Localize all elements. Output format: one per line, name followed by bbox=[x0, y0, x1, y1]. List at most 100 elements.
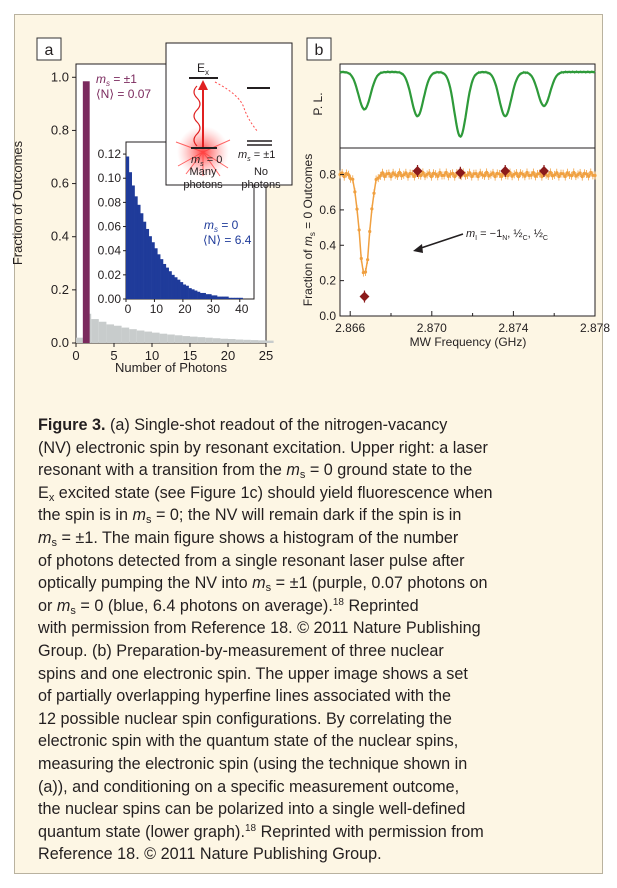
gray-bar bbox=[136, 330, 145, 343]
caption-line-18: the nuclear spins can be polarized into … bbox=[38, 800, 466, 819]
ms0-bar bbox=[197, 291, 201, 299]
ms0-bar bbox=[214, 295, 218, 299]
ms0-bar bbox=[154, 248, 158, 299]
caption-line-8b: = ±1 (purple, 0.07 photons on bbox=[271, 574, 488, 593]
ms0-bar bbox=[208, 294, 212, 299]
orange-point bbox=[563, 174, 567, 179]
orange-point bbox=[468, 171, 472, 175]
y-tick-label: 0.4 bbox=[51, 229, 69, 244]
caption-line-13: of partially overlapping hyperfine lines… bbox=[38, 687, 452, 706]
panel-b-upper-chart bbox=[339, 63, 596, 149]
caption-line-6b: = ±1. The main figure shows a histogram … bbox=[56, 528, 459, 547]
orange-point bbox=[410, 172, 414, 176]
y-tick-label: 0.2 bbox=[51, 282, 69, 297]
dark-red-point bbox=[539, 166, 549, 176]
orange-point bbox=[406, 174, 410, 179]
caption-s: s bbox=[299, 469, 306, 482]
ms0-bar bbox=[134, 196, 138, 299]
ms0-bar bbox=[222, 296, 226, 299]
gray-bar bbox=[106, 324, 114, 343]
dark-red-point bbox=[455, 167, 466, 178]
ms0-bar bbox=[128, 172, 132, 299]
y-tick-label: 0.0 bbox=[51, 335, 69, 350]
orange-point bbox=[421, 170, 425, 175]
ms0-bar bbox=[219, 296, 224, 299]
caption-line-1: (a) Single-shot readout of the nitrogen-… bbox=[109, 416, 448, 434]
burst-rays bbox=[175, 139, 231, 177]
gray-bar bbox=[91, 319, 99, 343]
inset-y-tick-label: 0.02 bbox=[98, 268, 122, 282]
orange-point bbox=[438, 170, 442, 175]
orange-point bbox=[580, 175, 584, 179]
ms0-bar bbox=[236, 297, 241, 299]
orange-point bbox=[404, 171, 408, 175]
level-schematic: Ex ms = 0 ms = ±1 Many photons No photon… bbox=[165, 42, 293, 191]
pb-annotation: mI = −1N, ½C, ½C bbox=[466, 228, 548, 242]
orange-point bbox=[436, 174, 440, 178]
orange-point bbox=[429, 175, 433, 179]
x-tick-label: 25 bbox=[259, 348, 273, 363]
ms0-bar bbox=[151, 242, 155, 299]
orange-point bbox=[397, 170, 402, 175]
pb-x-tick-label: 2.878 bbox=[580, 321, 610, 335]
inset-y-tick-label: 0.00 bbox=[98, 292, 122, 306]
orange-point bbox=[506, 173, 510, 178]
orange-point bbox=[533, 174, 538, 179]
dark-red-point bbox=[359, 291, 370, 302]
orange-point bbox=[570, 174, 574, 178]
ms0-bar bbox=[174, 277, 178, 299]
pb-y-tick-label: 0.2 bbox=[319, 274, 336, 288]
panel-a-xlabel: Number of Photons bbox=[115, 360, 228, 375]
orange-point bbox=[516, 175, 521, 179]
orange-point bbox=[383, 174, 387, 179]
ground-ms0-label: ms = 0 bbox=[191, 154, 222, 168]
orange-point bbox=[489, 173, 493, 177]
orange-point bbox=[510, 174, 514, 178]
caption-m: m bbox=[38, 528, 52, 547]
annotation-arrow-head bbox=[413, 244, 423, 253]
ms0-bar bbox=[177, 279, 181, 299]
orange-point bbox=[340, 171, 344, 175]
x-tick-label: 20 bbox=[221, 348, 235, 363]
panel-b-label-box bbox=[306, 37, 332, 61]
ms0-bar bbox=[199, 292, 204, 299]
many-label: Many bbox=[190, 166, 217, 178]
ms0-bar bbox=[239, 297, 243, 299]
caption-line-3b: = 0 ground state to the bbox=[305, 461, 473, 480]
orange-point bbox=[540, 175, 544, 179]
orange-point bbox=[553, 173, 557, 177]
pb-y-tick-label: 0.8 bbox=[319, 168, 336, 182]
ms0-bar bbox=[162, 263, 167, 299]
gray-bar bbox=[220, 338, 228, 343]
pb-y-tick-label: 0.0 bbox=[319, 309, 336, 323]
caption-line-8a: optically pumping the NV into bbox=[38, 574, 253, 593]
pb-x-tick-label: 2.870 bbox=[417, 321, 447, 335]
orange-point bbox=[423, 174, 427, 178]
orange-point bbox=[578, 171, 582, 175]
orange-point bbox=[378, 174, 382, 178]
orange-point bbox=[444, 170, 448, 175]
orange-point bbox=[561, 172, 565, 176]
caption-or: or bbox=[38, 596, 57, 615]
caption-line-5a: the spin is in bbox=[38, 506, 133, 525]
orange-point bbox=[363, 270, 368, 274]
y-tick-label: 1.0 bbox=[51, 69, 69, 84]
pl-fit-line bbox=[340, 70, 595, 139]
ms0-bar bbox=[191, 289, 195, 299]
caption-line-20: Reference 18. © 2011 Nature Publishing G… bbox=[38, 845, 382, 864]
ms0-bar bbox=[137, 204, 141, 299]
gray-bar bbox=[228, 339, 236, 343]
orange-point bbox=[442, 173, 446, 177]
caption-m: m bbox=[252, 574, 266, 593]
excited-state-label: Ex bbox=[197, 61, 209, 77]
orange-point bbox=[546, 174, 550, 178]
caption-line-10: with permission from Reference 18. © 201… bbox=[38, 619, 481, 638]
ms0-bar bbox=[180, 282, 184, 299]
legend-ms1: ms = ±1 bbox=[96, 72, 137, 88]
orange-point bbox=[497, 172, 501, 176]
caption-line-19b: Reprinted with permission from bbox=[256, 822, 484, 841]
orange-point bbox=[380, 171, 385, 175]
inset-x-tick-label: 10 bbox=[150, 302, 164, 316]
orange-point bbox=[359, 256, 363, 261]
